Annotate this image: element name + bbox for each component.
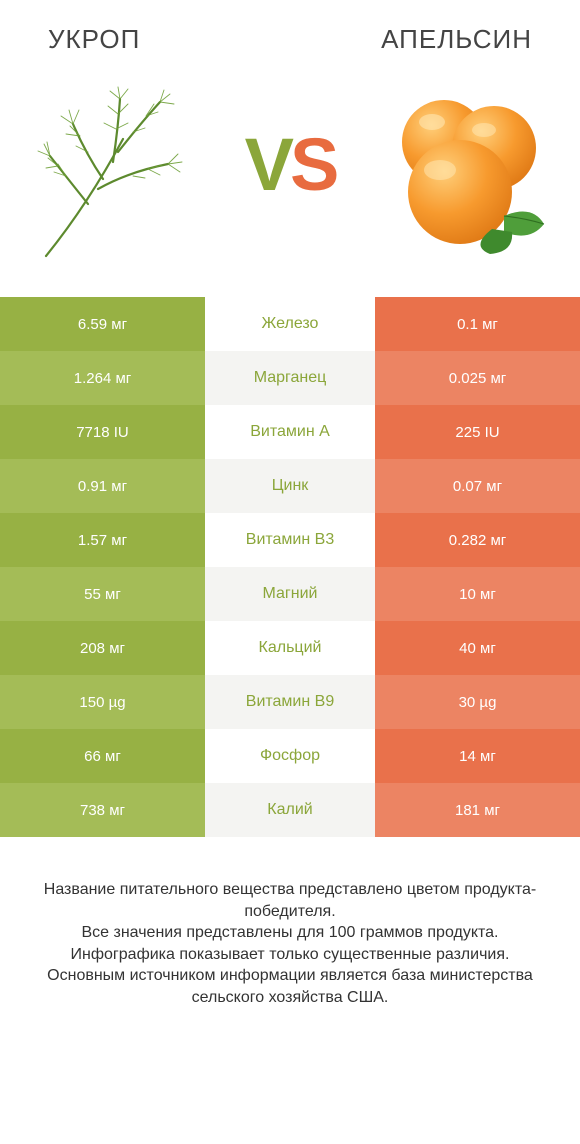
footer-line: Инфографика показывает только существенн… xyxy=(26,944,554,966)
left-value: 66 мг xyxy=(0,729,205,783)
footer-line: Основным источником информации является … xyxy=(26,965,554,1008)
right-value: 10 мг xyxy=(375,567,580,621)
header: УКРОП АПЕЛЬСИН xyxy=(0,0,580,67)
nutrient-label: Магний xyxy=(205,567,375,621)
left-value: 6.59 мг xyxy=(0,297,205,351)
images-row: VS xyxy=(0,67,580,297)
right-value: 0.025 мг xyxy=(375,351,580,405)
nutrient-label: Железо xyxy=(205,297,375,351)
footer-line: Название питательного вещества представл… xyxy=(26,879,554,922)
right-value: 0.1 мг xyxy=(375,297,580,351)
left-value: 55 мг xyxy=(0,567,205,621)
footer-line: Все значения представлены для 100 граммо… xyxy=(26,922,554,944)
nutrient-label: Витамин A xyxy=(205,405,375,459)
left-value: 0.91 мг xyxy=(0,459,205,513)
left-value: 208 мг xyxy=(0,621,205,675)
left-value: 7718 IU xyxy=(0,405,205,459)
vs-s: S xyxy=(290,123,335,206)
dill-image xyxy=(28,84,208,264)
table-row: 66 мгФосфор14 мг xyxy=(0,729,580,783)
orange-image xyxy=(372,84,552,264)
table-row: 0.91 мгЦинк0.07 мг xyxy=(0,459,580,513)
right-value: 40 мг xyxy=(375,621,580,675)
table-row: 150 µgВитамин B930 µg xyxy=(0,675,580,729)
left-value: 1.57 мг xyxy=(0,513,205,567)
left-title: УКРОП xyxy=(48,24,140,55)
right-value: 0.282 мг xyxy=(375,513,580,567)
nutrient-label: Цинк xyxy=(205,459,375,513)
right-value: 0.07 мг xyxy=(375,459,580,513)
nutrient-label: Калий xyxy=(205,783,375,837)
table-row: 738 мгКалий181 мг xyxy=(0,783,580,837)
left-value: 1.264 мг xyxy=(0,351,205,405)
left-value: 150 µg xyxy=(0,675,205,729)
right-title: АПЕЛЬСИН xyxy=(381,24,532,55)
nutrient-label: Витамин B3 xyxy=(205,513,375,567)
right-value: 181 мг xyxy=(375,783,580,837)
vs-v: V xyxy=(245,123,290,206)
table-row: 55 мгМагний10 мг xyxy=(0,567,580,621)
right-value: 225 IU xyxy=(375,405,580,459)
right-value: 30 µg xyxy=(375,675,580,729)
table-row: 1.57 мгВитамин B30.282 мг xyxy=(0,513,580,567)
right-value: 14 мг xyxy=(375,729,580,783)
nutrient-label: Фосфор xyxy=(205,729,375,783)
comparison-table: 6.59 мгЖелезо0.1 мг1.264 мгМарганец0.025… xyxy=(0,297,580,837)
table-row: 6.59 мгЖелезо0.1 мг xyxy=(0,297,580,351)
table-row: 1.264 мгМарганец0.025 мг xyxy=(0,351,580,405)
nutrient-label: Витамин B9 xyxy=(205,675,375,729)
nutrient-label: Марганец xyxy=(205,351,375,405)
left-value: 738 мг xyxy=(0,783,205,837)
vs-label: VS xyxy=(245,122,336,207)
table-row: 208 мгКальций40 мг xyxy=(0,621,580,675)
nutrient-label: Кальций xyxy=(205,621,375,675)
table-row: 7718 IUВитамин A225 IU xyxy=(0,405,580,459)
footer-notes: Название питательного вещества представл… xyxy=(0,837,580,1009)
